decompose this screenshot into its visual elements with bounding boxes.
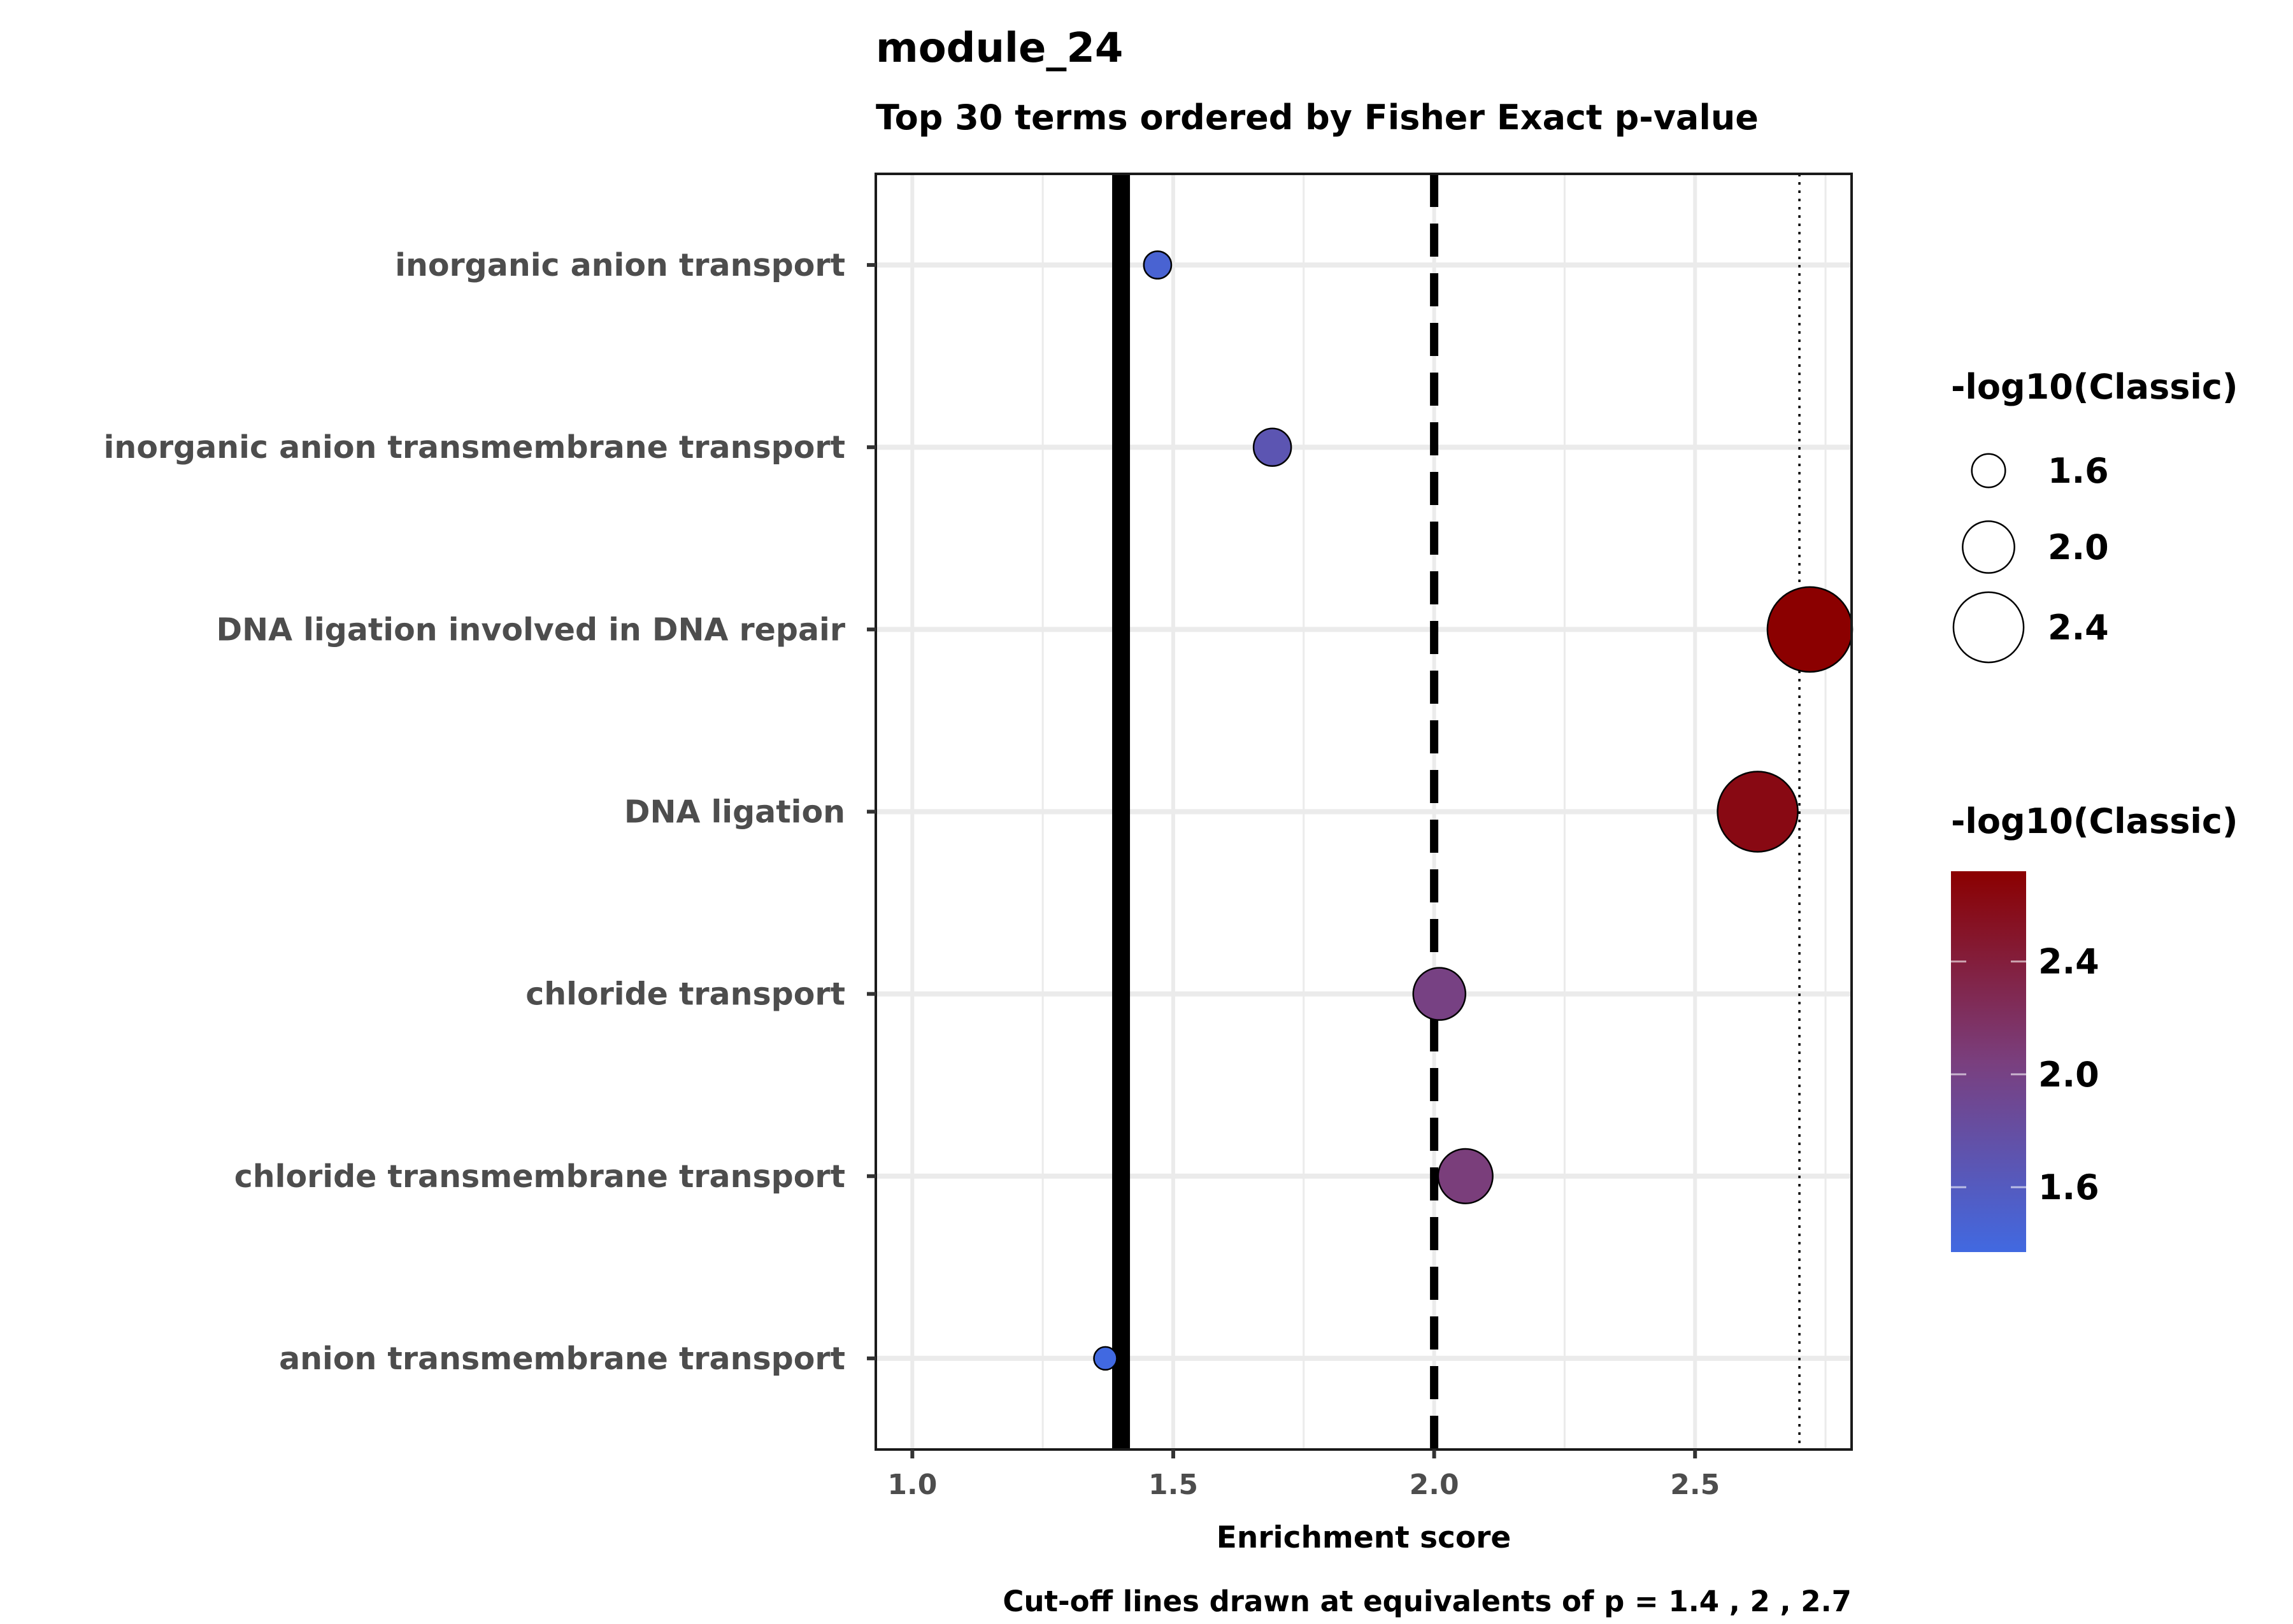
- x-tick-label: 1.5: [1148, 1469, 1198, 1501]
- colorbar-tick-label: 2.4: [2038, 942, 2099, 982]
- size-legend-title: -log10(Classic): [1951, 367, 2238, 407]
- colorbar-tick-label: 2.0: [2038, 1055, 2099, 1095]
- y-tick-label: DNA ligation involved in DNA repair: [216, 611, 845, 648]
- size-legend-label: 1.6: [2048, 451, 2109, 491]
- x-tick-label: 2.5: [1670, 1469, 1720, 1501]
- y-tick-label: anion transmembrane transport: [279, 1341, 845, 1377]
- colorbar-tick-label: 1.6: [2038, 1167, 2099, 1207]
- cutoff-lines: [1112, 174, 1801, 1449]
- color-legend: -log10(Classic) 1.6 2.0 2.4: [1951, 801, 2238, 1252]
- x-tick-label: 1.0: [887, 1469, 937, 1501]
- colorbar: [1951, 871, 2026, 1252]
- size-legend: -log10(Classic) 1.6 2.0 2.4: [1951, 367, 2238, 664]
- size-legend-label: 2.0: [2048, 527, 2109, 567]
- data-point: [1252, 427, 1292, 467]
- y-tick-label: inorganic anion transport: [395, 247, 845, 283]
- data-point: [1766, 586, 1854, 673]
- data-point: [1143, 250, 1173, 280]
- x-axis: 1.0 1.5 2.0 2.5: [887, 1449, 1720, 1501]
- size-legend-key: [1962, 520, 2015, 574]
- y-tick-label: DNA ligation: [624, 794, 845, 830]
- size-legend-label: 2.4: [2048, 608, 2109, 648]
- data-point: [1412, 967, 1467, 1021]
- data-point: [1437, 1148, 1494, 1204]
- x-axis-label: Enrichment score: [1217, 1520, 1511, 1555]
- color-legend-title: -log10(Classic): [1951, 801, 2238, 841]
- x-tick-label: 2.0: [1410, 1469, 1459, 1501]
- data-point: [1093, 1346, 1118, 1371]
- chart-subtitle: Top 30 terms ordered by Fisher Exact p-v…: [876, 97, 1759, 138]
- plot-panel: [875, 173, 1854, 1451]
- chart-title: module_24: [876, 25, 1123, 72]
- y-tick-label: chloride transport: [525, 976, 845, 1013]
- data-point: [1717, 771, 1799, 853]
- y-tick-label: chloride transmembrane transport: [234, 1158, 845, 1195]
- chart-caption: Cut-off lines drawn at equivalents of p …: [1003, 1585, 1852, 1618]
- data-points: [1093, 250, 1854, 1371]
- y-tick-label: inorganic anion transmembrane transport: [104, 429, 845, 466]
- size-legend-key: [1971, 453, 2006, 488]
- y-axis: inorganic anion transport inorganic anion…: [104, 247, 876, 1377]
- size-legend-key: [1952, 591, 2025, 664]
